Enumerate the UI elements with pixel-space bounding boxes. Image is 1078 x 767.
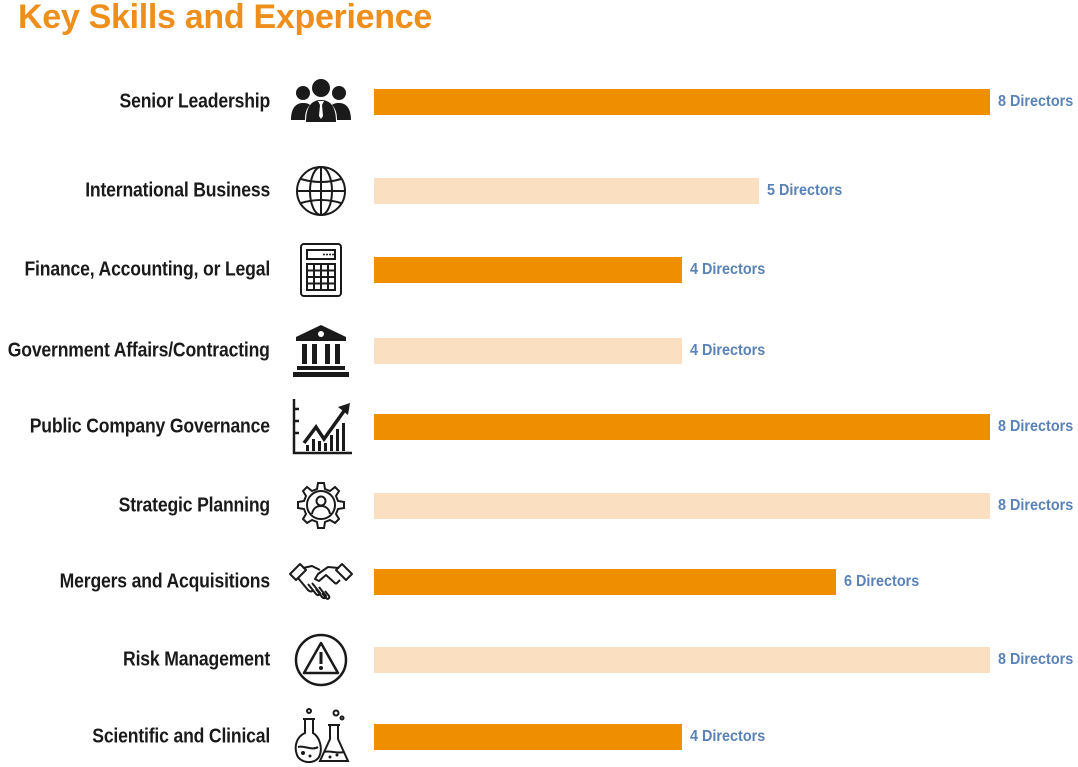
chart-row: Risk Management 8 Directors [0, 630, 1078, 690]
category-label: International Business [85, 179, 270, 202]
handshake-icon [288, 552, 354, 612]
chart-row: Finance, Accounting, or Legal 4 Director… [0, 240, 1078, 300]
bar-international-business [374, 178, 759, 204]
value-label: 4 Directors [690, 261, 766, 278]
calculator-icon [288, 240, 354, 300]
category-label: Senior Leadership [119, 90, 270, 113]
people-group-icon [288, 72, 354, 132]
value-label: 8 Directors [998, 497, 1074, 514]
bar-senior-leadership [374, 89, 990, 115]
government-building-icon [288, 321, 354, 381]
value-label: 8 Directors [998, 418, 1074, 435]
bar-risk-management [374, 647, 990, 673]
bar-scientific-and-clinical [374, 724, 682, 750]
gear-person-icon [288, 476, 354, 536]
bar-mergers-and-acquisitions [374, 569, 836, 595]
category-label: Risk Management [122, 648, 270, 671]
globe-icon [288, 161, 354, 221]
bar-government-affairs-contracting [374, 338, 682, 364]
chart-row: Strategic Planning 8 Directors [0, 476, 1078, 536]
value-label: 8 Directors [998, 651, 1074, 668]
chart-row: International Business 5 Directors [0, 161, 1078, 221]
value-label: 4 Directors [690, 728, 766, 745]
category-label: Public Company Governance [29, 415, 270, 438]
bar-public-company-governance [374, 414, 990, 440]
bar-strategic-planning [374, 493, 990, 519]
value-label: 8 Directors [998, 93, 1074, 110]
chart-row: Scientific and Clinical 4 Directors [0, 707, 1078, 767]
chart-row: Public Company Governance 8 Directors [0, 397, 1078, 457]
category-label: Scientific and Clinical [92, 725, 270, 748]
growth-chart-icon [288, 397, 354, 457]
chart-row: Senior Leadership 8 Directors [0, 72, 1078, 132]
category-label: Mergers and Acquisitions [59, 570, 270, 593]
warning-triangle-icon [288, 630, 354, 690]
chart-row: Mergers and Acquisitions 6 Directors [0, 552, 1078, 612]
value-label: 4 Directors [690, 342, 766, 359]
chart-title: Key Skills and Experience [18, 0, 432, 36]
category-label: Strategic Planning [118, 494, 271, 517]
value-label: 6 Directors [844, 573, 920, 590]
category-label: Government Affairs/Contracting [7, 339, 270, 362]
value-label: 5 Directors [767, 182, 843, 199]
category-label: Finance, Accounting, or Legal [24, 258, 270, 281]
chart-row: Government Affairs/Contracting 4 Directo… [0, 321, 1078, 381]
lab-flasks-icon [288, 707, 354, 767]
bar-finance-accounting-or-legal [374, 257, 682, 283]
